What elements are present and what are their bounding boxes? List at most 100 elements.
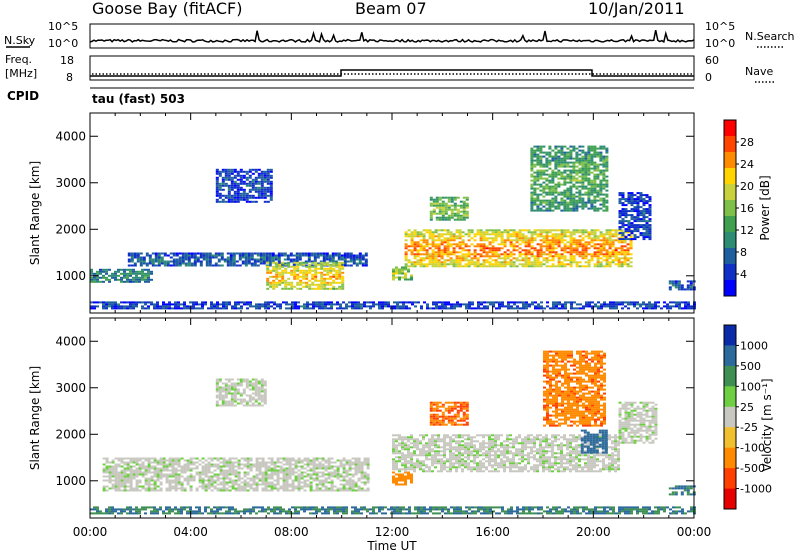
nsky-tick-top: 10^5	[48, 20, 78, 33]
colorbar-segment	[724, 365, 736, 387]
velocity-ylabel: Slant Range [km]	[28, 366, 42, 470]
colorbar-tick-label: 1000	[740, 339, 768, 352]
y-tick-label: 4000	[55, 334, 86, 348]
y-tick-label: 3000	[55, 381, 86, 395]
x-tick-label: 20:00	[576, 525, 611, 539]
power-echo-region	[215, 168, 273, 203]
nsky-strip: N.Sky 10^5 10^0 10^5 10^0 N.Search	[4, 20, 795, 50]
nsearch-label: N.Search	[745, 30, 795, 43]
colorbar-tick-label: 4	[740, 268, 747, 281]
velocity-echo-region	[429, 401, 469, 426]
x-tick-label: 12:00	[375, 525, 410, 539]
freq-tick-bottom: 8	[66, 71, 73, 84]
colorbar-segment	[724, 216, 736, 233]
x-tick-label: 08:00	[274, 525, 309, 539]
colorbar-segment	[724, 447, 736, 469]
power-x-tickmarks	[89, 113, 695, 313]
power-echo-region	[90, 268, 153, 283]
beam-title: Beam 07	[355, 0, 427, 18]
velocity-echo-region	[102, 457, 370, 492]
colorbar-tick-label: -100	[740, 442, 765, 455]
colorbar-segment	[724, 136, 736, 153]
power-heatmap	[90, 145, 696, 310]
power-echo-region	[530, 145, 609, 212]
y-tick-label: 2000	[55, 222, 86, 236]
freq-tick-top: 18	[60, 54, 74, 67]
x-axis-tick-labels: 00:00 04:00 08:00 12:00 16:00 20:00 00:00	[73, 525, 712, 539]
power-echo-region	[392, 266, 413, 281]
colorbar-tick-label: 500	[740, 360, 761, 373]
colorbar-segment	[724, 264, 736, 281]
colorbar-tick-label: 24	[740, 158, 754, 171]
colorbar-tick-label: -1000	[740, 483, 772, 496]
colorbar-segment	[724, 345, 736, 367]
colorbar-segment	[724, 427, 736, 449]
nsky-label: N.Sky	[4, 34, 36, 47]
colorbar-segment	[724, 152, 736, 169]
colorbar-segment	[724, 232, 736, 249]
nsearch-tick-bottom: 10^0	[705, 37, 735, 50]
colorbar-segment	[724, 248, 736, 265]
colorbar-segment	[724, 168, 736, 185]
colorbar-segment	[724, 468, 736, 489]
velocity-panel: 1000 2000 3000 4000 Slant Range [km] 1000 50…	[28, 317, 774, 519]
colorbar-tick-label: 8	[740, 246, 747, 259]
power-y-ticks: 1000 2000 3000 4000	[55, 129, 694, 283]
velocity-echo-region	[215, 378, 267, 407]
velocity-echo-region	[668, 485, 696, 496]
colorbar-segment	[724, 280, 736, 297]
colorbar-segment	[724, 184, 736, 201]
colorbar-segment	[724, 120, 736, 137]
power-echo-region	[266, 261, 345, 290]
power-frame	[89, 112, 695, 314]
cpid-value: tau (fast) 503	[92, 92, 185, 106]
power-echo-region	[90, 301, 696, 310]
power-echo-region	[404, 229, 633, 268]
nave-label: Nave	[745, 65, 773, 78]
colorbar-segment	[724, 386, 736, 408]
velocity-colorbar-label: Velocity [m s⁻¹]	[760, 378, 774, 471]
velocity-echo-region	[392, 434, 620, 473]
colorbar-tick-label: 28	[740, 136, 754, 149]
nave-tick-bottom: 0	[705, 71, 712, 84]
x-tick-label: 16:00	[475, 525, 510, 539]
power-colorbar: 28 24 20 16 12 8 4	[723, 119, 754, 297]
x-axis-label: Time UT	[366, 539, 417, 553]
colorbar-segment	[724, 406, 736, 428]
y-tick-label: 3000	[55, 176, 86, 190]
colorbar-tick-label: 25	[740, 401, 754, 414]
colorbar-tick-label: 16	[740, 202, 754, 215]
freq-trace	[90, 69, 694, 77]
colorbar-tick-label: 20	[740, 180, 754, 193]
x-tick-label: 04:00	[173, 525, 208, 539]
colorbar-tick-label: 100	[740, 380, 761, 393]
power-echo-region	[668, 280, 696, 291]
freq-label: Freq.	[5, 53, 32, 66]
colorbar-segment	[724, 488, 736, 510]
colorbar-tick-label: -25	[740, 421, 758, 434]
colorbar-tick-label: -500	[740, 462, 765, 475]
freq-strip: Freq. [MHz] 18 8 60 0 Nave	[5, 53, 775, 84]
colorbar-segment	[724, 325, 736, 346]
power-echo-region	[127, 252, 368, 267]
nsky-trace	[89, 30, 695, 44]
cpid-label: CPID	[7, 89, 39, 103]
velocity-x-tickmarks	[89, 318, 695, 518]
y-tick-label: 1000	[55, 474, 86, 488]
y-tick-label: 2000	[55, 427, 86, 441]
velocity-echo-region	[618, 401, 658, 444]
velocity-echo-region	[392, 471, 413, 486]
nsky-tick-bottom: 10^0	[48, 37, 78, 50]
station-title: Goose Bay (fitACF)	[92, 0, 242, 18]
x-tick-label: 00:00	[73, 525, 108, 539]
power-echo-region	[429, 196, 469, 221]
power-colorbar-label: Power [dB]	[758, 175, 772, 240]
power-echo-region	[618, 192, 652, 241]
nave-tick-top: 60	[705, 54, 719, 67]
y-tick-label: 4000	[55, 129, 86, 143]
nsearch-tick-top: 10^5	[705, 20, 735, 33]
velocity-colorbar: 1000 500 100 25 -25 -100 -500 -1000	[723, 324, 772, 510]
power-panel: 1000 2000 3000 4000 Slant Range [km] 28 24 20…	[28, 112, 772, 314]
colorbar-tick-label: 12	[740, 224, 754, 237]
